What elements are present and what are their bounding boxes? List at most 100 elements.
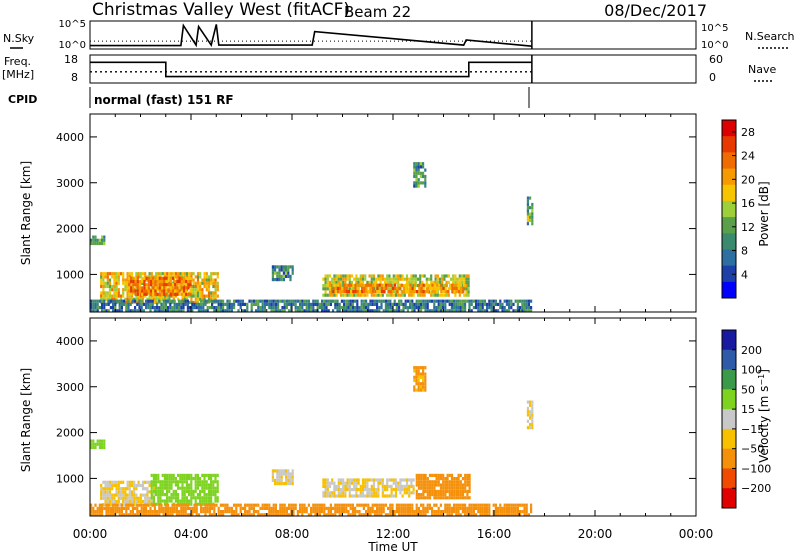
power-cell: [174, 272, 178, 276]
power-cell: [188, 272, 191, 276]
velocity-cell: [481, 503, 484, 507]
power-cell: [195, 302, 198, 306]
power-cell: [194, 288, 197, 292]
power-cell: [94, 241, 97, 246]
power-cell: [420, 306, 423, 310]
power-cell: [141, 286, 144, 290]
velocity-cell: [182, 506, 185, 510]
velocity-cell: [357, 481, 360, 485]
velocity-cell: [468, 489, 471, 493]
velocity-cell: [355, 491, 358, 495]
velocity-cell: [318, 510, 321, 514]
power-cell: [205, 272, 208, 276]
power-cell: [288, 299, 291, 303]
power-cell: [147, 306, 150, 310]
velocity-cell: [404, 510, 407, 514]
power-cell: [168, 278, 171, 282]
velocity-cell: [289, 472, 292, 476]
power-cell: [211, 306, 214, 310]
power-cell: [417, 178, 420, 182]
power-cell: [187, 292, 190, 296]
power-cell: [171, 292, 175, 296]
power-cell: [508, 306, 511, 310]
velocity-cell: [163, 483, 166, 487]
power-cell: [379, 277, 382, 281]
power-cell: [196, 300, 200, 305]
velocity-cell: [351, 506, 354, 510]
velocity-cell: [433, 473, 436, 477]
velocity-cell: [531, 413, 534, 417]
power-cell: [416, 290, 419, 294]
power-cell: [472, 306, 475, 310]
velocity-cell: [446, 473, 449, 477]
power-cell: [182, 276, 186, 280]
power-cell: [442, 299, 445, 303]
velocity-cell: [424, 385, 427, 389]
power-cell: [415, 306, 418, 310]
velocity-cell: [292, 506, 295, 510]
power-cell: [426, 302, 429, 306]
power-cell: [334, 290, 337, 294]
velocity-cell: [166, 493, 169, 497]
power-cell: [417, 168, 420, 172]
velocity-cell: [270, 506, 273, 510]
power-cell: [156, 276, 159, 280]
power-cell: [379, 293, 382, 297]
velocity-cell: [105, 510, 108, 514]
power-cell: [103, 309, 106, 313]
velocity-cell: [364, 478, 367, 482]
power-cell: [531, 215, 534, 219]
velocity-cell: [316, 503, 319, 507]
velocity-cell: [155, 483, 158, 487]
velocity-cell: [372, 494, 376, 498]
velocity-cell: [292, 503, 295, 507]
power-cell: [391, 290, 394, 294]
velocity-cell: [162, 513, 165, 517]
velocity-cell: [244, 513, 247, 517]
power-cell: [472, 299, 475, 303]
velocity-cell: [285, 475, 288, 479]
power-cell: [401, 293, 404, 297]
velocity-cell: [426, 503, 429, 507]
power-cell: [252, 299, 255, 303]
velocity-cell: [215, 503, 218, 507]
power-cell: [169, 279, 172, 284]
power-cell: [203, 284, 206, 289]
velocity-cell: [364, 484, 367, 488]
power-cell: [203, 278, 206, 282]
velocity-cell: [102, 503, 105, 507]
velocity-cell: [435, 489, 438, 493]
power-cell: [120, 309, 123, 313]
velocity-cell: [278, 472, 281, 476]
velocity-cell: [213, 506, 216, 510]
velocity-cell: [271, 469, 274, 473]
power-cell: [178, 276, 181, 280]
velocity-cell: [164, 503, 167, 507]
velocity-cell: [203, 496, 206, 500]
power-cell: [246, 306, 249, 310]
power-cell: [181, 278, 184, 282]
power-cell: [508, 302, 511, 306]
power-cell: [481, 299, 484, 303]
velocity-cell: [271, 478, 274, 482]
power-cell: [348, 287, 351, 291]
velocity-cell: [181, 480, 184, 484]
velocity-cell: [397, 488, 400, 492]
velocity-cell: [404, 506, 407, 510]
power-cell: [261, 302, 264, 306]
velocity-cell: [446, 503, 449, 507]
velocity-cell: [140, 513, 143, 517]
power-cell: [479, 302, 482, 306]
velocity-cell: [337, 484, 340, 488]
power-cell: [411, 299, 414, 303]
velocity-cell: [360, 503, 363, 507]
velocity-cell: [455, 496, 458, 500]
power-cell: [141, 294, 145, 298]
power-cell: [255, 302, 258, 306]
power-cell: [175, 306, 178, 310]
power-cell: [122, 275, 125, 279]
velocity-cell: [188, 473, 191, 477]
power-cell: [216, 275, 219, 279]
velocity-cell: [257, 503, 260, 507]
